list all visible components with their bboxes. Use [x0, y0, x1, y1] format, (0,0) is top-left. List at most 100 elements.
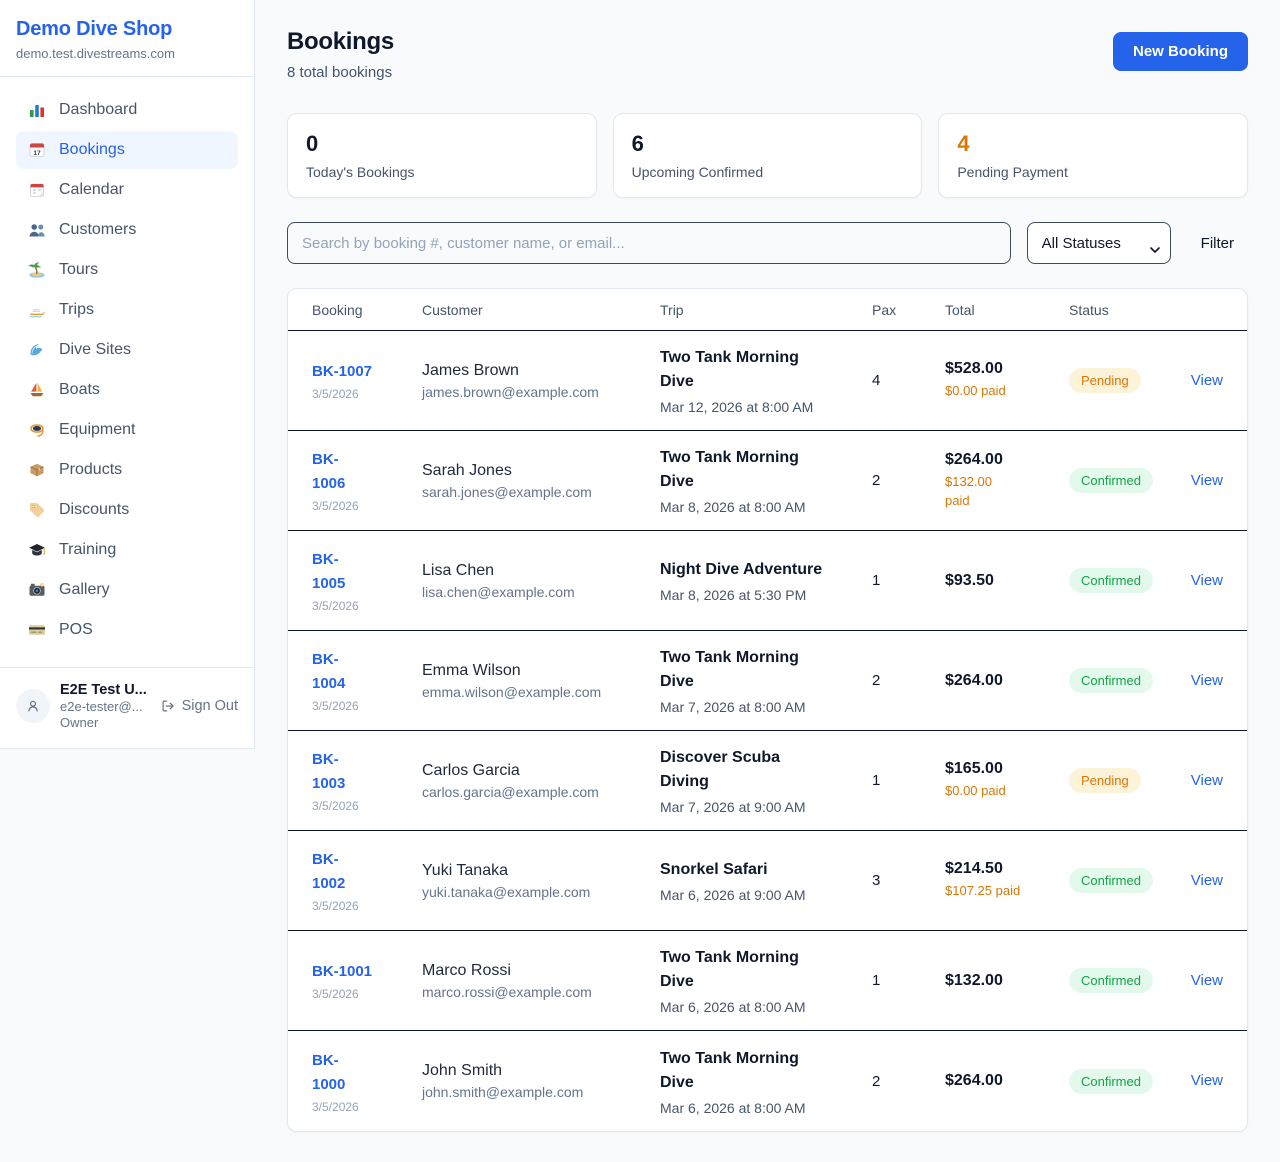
pax-value: 2	[872, 1072, 881, 1090]
booking-id-link[interactable]: BK- 1000	[312, 1051, 346, 1093]
booking-id-link[interactable]: BK-1007	[312, 363, 373, 380]
bar-chart-icon	[28, 101, 46, 119]
view-link[interactable]: View	[1190, 471, 1223, 489]
divider	[0, 76, 254, 77]
booking-id-link[interactable]: BK- 1006	[312, 451, 346, 492]
booking-id-link[interactable]: BK- 1002	[312, 851, 346, 892]
new-booking-button[interactable]: New Booking	[1112, 32, 1248, 71]
sidebar-item-label: Dashboard	[59, 101, 138, 118]
status-badge: Confirmed	[1069, 568, 1153, 593]
paid-amount: $0.00 paid	[945, 383, 1006, 399]
sidebar-item-label: Gallery	[59, 581, 110, 598]
pax-value: 1	[872, 772, 881, 789]
column-header-total: Total	[945, 301, 975, 318]
main-content: Bookings 8 total bookings New Booking 0 …	[255, 0, 1280, 1162]
sign-out-label: Sign Out	[181, 698, 238, 714]
sidebar-item-1[interactable]: 17 Bookings	[16, 131, 238, 169]
booking-id-link[interactable]: BK-1001	[312, 963, 373, 980]
table-row: BK- 1005 3/5/2026 Lisa Chen lisa.chen@ex…	[288, 531, 1247, 631]
user-name: E2E Test U...	[60, 682, 147, 698]
view-link[interactable]: View	[1190, 871, 1223, 889]
sidebar-item-12[interactable]: Gallery	[16, 571, 238, 609]
status-badge: Pending	[1069, 768, 1141, 793]
trip-name: Two Tank Morning Dive	[660, 1049, 799, 1091]
search-input[interactable]	[287, 222, 1011, 264]
booking-date: 3/5/2026	[312, 699, 359, 713]
stat-label: Pending Payment	[957, 164, 1068, 180]
user-role: Owner	[60, 715, 99, 730]
stats-cards: 0 Today's Bookings 6 Upcoming Confirmed …	[287, 113, 1248, 198]
trip-datetime: Mar 8, 2026 at 8:00 AM	[660, 499, 806, 515]
filter-button[interactable]: Filter	[1187, 227, 1248, 260]
status-badge: Confirmed	[1069, 468, 1153, 493]
trip-name: Two Tank Morning Dive	[660, 349, 799, 390]
sidebar-item-9[interactable]: Products	[16, 451, 238, 489]
paid-amount: $0.00 paid	[945, 783, 1006, 799]
table-row: BK-1001 3/5/2026 Marco Rossi marco.rossi…	[288, 931, 1247, 1031]
booking-date: 3/5/2026	[312, 899, 359, 913]
sidebar-item-3[interactable]: Customers	[16, 211, 238, 249]
trip-name: Night Dive Adventure	[660, 561, 823, 578]
sidebar-item-8[interactable]: Equipment	[16, 411, 238, 449]
sidebar-item-label: Discounts	[59, 501, 130, 518]
sidebar-item-2[interactable]: Calendar	[16, 171, 238, 209]
sidebar-item-11[interactable]: Training	[16, 531, 238, 569]
sidebar: Demo Dive Shop demo.test.divestreams.com…	[0, 0, 255, 749]
booking-date: 3/5/2026	[312, 499, 359, 513]
customer-email: yuki.tanaka@example.com	[422, 883, 591, 900]
dive-mask-icon	[28, 421, 46, 439]
sign-out-button[interactable]: Sign Out	[160, 698, 238, 714]
trip-name: Two Tank Morning Dive	[660, 949, 799, 990]
customer-name: John Smith	[422, 1062, 503, 1079]
total-amount: $264.00	[945, 671, 1003, 689]
sidebar-item-5[interactable]: Trips	[16, 291, 238, 329]
total-amount: $214.50	[945, 860, 1003, 878]
pax-value: 1	[872, 572, 881, 589]
wave-icon	[28, 341, 46, 359]
grad-cap-icon	[28, 541, 46, 559]
sidebar-item-6[interactable]: Dive Sites	[16, 331, 238, 369]
sidebar-item-7[interactable]: Boats	[16, 371, 238, 409]
total-amount: $264.00	[945, 450, 1003, 468]
sidebar-item-13[interactable]: POS	[16, 611, 238, 649]
sidebar-item-4[interactable]: Tours	[16, 251, 238, 289]
customer-email: marco.rossi@example.com	[422, 983, 592, 1000]
view-link[interactable]: View	[1190, 1072, 1223, 1089]
booking-id-link[interactable]: BK- 1003	[312, 751, 346, 792]
sidebar-item-10[interactable]: Discounts	[16, 491, 238, 529]
customer-email: emma.wilson@example.com	[422, 683, 602, 700]
sidebar-item-label: Trips	[59, 301, 94, 318]
status-badge: Confirmed	[1069, 668, 1153, 693]
view-link[interactable]: View	[1190, 571, 1223, 589]
view-link[interactable]: View	[1190, 671, 1223, 689]
column-header-trip: Trip	[660, 301, 684, 318]
customer-name: Emma Wilson	[422, 661, 521, 679]
paid-amount: $107.25 paid	[945, 883, 1021, 899]
sidebar-item-0[interactable]: Dashboard	[16, 91, 238, 129]
booking-date: 3/5/2026	[312, 799, 359, 813]
total-amount: $528.00	[945, 360, 1003, 378]
customer-name: Yuki Tanaka	[422, 861, 508, 879]
status-badge: Confirmed	[1069, 1068, 1153, 1094]
view-link[interactable]: View	[1190, 971, 1223, 989]
table-row: BK- 1003 3/5/2026 Carlos Garcia carlos.g…	[288, 731, 1247, 831]
brand-name[interactable]: Demo Dive Shop	[16, 18, 173, 40]
customer-name: Sarah Jones	[422, 461, 512, 479]
view-link[interactable]: View	[1190, 371, 1223, 389]
status-filter-select[interactable]: All Statuses	[1026, 222, 1171, 264]
page-title: Bookings	[287, 28, 394, 55]
pax-value: 4	[872, 372, 881, 389]
trip-name: Two Tank Morning Dive	[660, 649, 799, 690]
customer-email: sarah.jones@example.com	[422, 483, 592, 500]
booking-id-link[interactable]: BK- 1005	[312, 551, 346, 592]
person-icon	[28, 700, 38, 712]
stat-card-1: 6 Upcoming Confirmed	[612, 113, 923, 198]
total-amount: $132.00	[945, 971, 1003, 989]
sidebar-item-label: Calendar	[59, 181, 124, 198]
booking-id-link[interactable]: BK- 1004	[312, 651, 346, 692]
stat-card-2: 4 Pending Payment	[938, 113, 1248, 198]
user-email: e2e-tester@...	[60, 699, 143, 714]
camera-icon	[28, 581, 46, 599]
filters-bar: All Statuses Filter	[287, 222, 1248, 264]
view-link[interactable]: View	[1190, 771, 1223, 789]
